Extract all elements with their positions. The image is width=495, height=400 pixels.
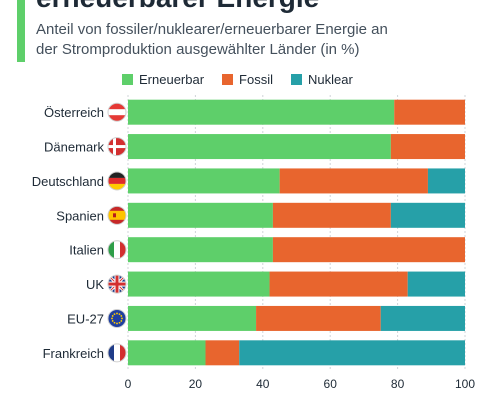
title-accent-bar bbox=[17, 0, 25, 62]
bar-nuklear bbox=[427, 168, 465, 194]
subtitle-line-2: der Stromproduktion ausgewählter Länder … bbox=[36, 41, 360, 58]
bar-erneuerbar bbox=[128, 134, 391, 160]
denmark-flag-icon bbox=[107, 137, 127, 157]
legend-item-erneuerbar: Erneuerbar bbox=[122, 72, 204, 87]
bar-nuklear bbox=[380, 305, 465, 331]
subtitle: Anteil von fossiler/nuklearer/erneuerbar… bbox=[36, 20, 486, 60]
x-tick-label: 80 bbox=[391, 377, 405, 391]
legend-swatch-nuklear bbox=[291, 74, 302, 85]
germany-flag-icon bbox=[107, 171, 127, 191]
legend-item-fossil: Fossil bbox=[222, 72, 273, 87]
bar-fossil bbox=[394, 99, 465, 125]
category-label: Spanien bbox=[56, 208, 104, 223]
category-label: EU-27 bbox=[67, 311, 104, 326]
category-label: Deutschland bbox=[32, 174, 104, 189]
chart-legend: Erneuerbar Fossil Nuklear bbox=[122, 72, 353, 87]
category-label: Frankreich bbox=[43, 346, 104, 361]
category-label: Dänemark bbox=[44, 140, 104, 155]
category-label: Österreich bbox=[44, 105, 104, 120]
austria-flag-icon bbox=[107, 102, 127, 122]
bar-erneuerbar bbox=[128, 237, 273, 263]
legend-item-nuklear: Nuklear bbox=[291, 72, 353, 87]
x-tick-label: 60 bbox=[324, 377, 338, 391]
france-flag-icon bbox=[107, 343, 127, 363]
legend-swatch-fossil bbox=[222, 74, 234, 85]
x-tick-label: 40 bbox=[256, 377, 270, 391]
spain-flag-icon bbox=[107, 205, 127, 225]
x-tick-label: 100 bbox=[455, 377, 475, 391]
bar-erneuerbar bbox=[128, 168, 280, 194]
bar-fossil bbox=[205, 340, 240, 366]
category-label: Italien bbox=[69, 243, 104, 258]
category-label: UK bbox=[86, 277, 104, 292]
bar-fossil bbox=[272, 237, 465, 263]
bar-nuklear bbox=[239, 340, 465, 366]
bar-nuklear bbox=[390, 202, 465, 228]
bar-fossil bbox=[269, 271, 408, 297]
bar-fossil bbox=[279, 168, 428, 194]
bar-erneuerbar bbox=[128, 202, 273, 228]
legend-label-erneuerbar: Erneuerbar bbox=[139, 72, 205, 87]
italy-flag-icon bbox=[107, 240, 127, 260]
x-tick-label: 0 bbox=[125, 377, 132, 391]
bar-fossil bbox=[256, 305, 381, 331]
bar-fossil bbox=[390, 134, 465, 160]
bar-erneuerbar bbox=[128, 305, 257, 331]
bar-erneuerbar bbox=[128, 340, 206, 366]
bar-erneuerbar bbox=[128, 271, 270, 297]
x-tick-label: 20 bbox=[189, 377, 203, 391]
legend-label-nuklear: Nuklear bbox=[308, 72, 353, 87]
subtitle-line-1: Anteil von fossiler/nuklearer/erneuerbar… bbox=[36, 21, 388, 38]
page-title: erneuerbarer Energie bbox=[36, 0, 319, 12]
eu-flag-icon bbox=[107, 308, 127, 328]
bar-nuklear bbox=[407, 271, 465, 297]
bar-fossil bbox=[272, 202, 391, 228]
uk-flag-icon bbox=[107, 274, 127, 294]
legend-label-fossil: Fossil bbox=[239, 72, 273, 87]
bar-erneuerbar bbox=[128, 99, 395, 125]
legend-swatch-erneuerbar bbox=[122, 74, 133, 85]
